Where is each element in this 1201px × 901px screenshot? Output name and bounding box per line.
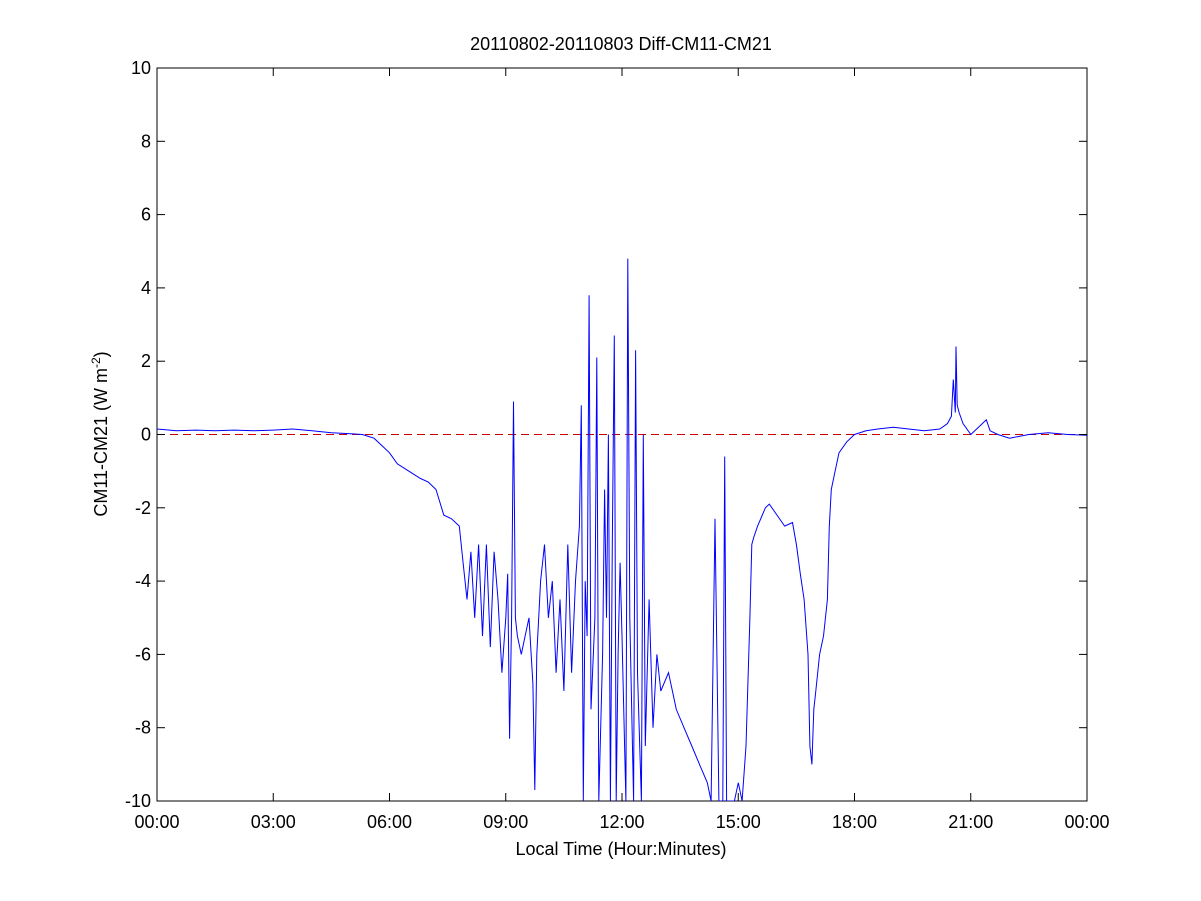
y-tick-label: 2 xyxy=(141,351,151,371)
x-axis-ticks: 00:00 03:00 06:00 09:00 12:00 15:00 18:00 21:00… xyxy=(134,68,1110,832)
chart-title: 20110802-20110803 Diff-CM11-CM21 xyxy=(470,34,772,54)
y-tick-label: 6 xyxy=(141,205,151,225)
y-tick-label: -10 xyxy=(125,791,151,811)
y-axis-label: CM11-CM21 (W m-2) xyxy=(89,351,111,516)
series-line-0 xyxy=(157,258,1087,801)
y-axis-ticks: 10 8 6 4 2 0 -2 -4 -6 -8 -10 xyxy=(125,58,1087,811)
y-tick-label: 10 xyxy=(131,58,151,78)
series-group xyxy=(157,258,1087,801)
y-tick-label: -8 xyxy=(135,718,151,738)
y-axis-label-superscript: -2 xyxy=(89,357,103,368)
x-tick-label: 12:00 xyxy=(599,812,644,832)
x-tick-label: 09:00 xyxy=(483,812,528,832)
y-tick-label: -2 xyxy=(135,498,151,518)
x-tick-label: 00:00 xyxy=(1064,812,1109,832)
y-tick-label: 4 xyxy=(141,278,151,298)
y-tick-label: 0 xyxy=(141,425,151,445)
y-tick-label: -6 xyxy=(135,644,151,664)
x-tick-label: 15:00 xyxy=(716,812,761,832)
y-axis-label-close: ) xyxy=(91,351,111,357)
y-axis-label-main: CM11-CM21 (W m xyxy=(91,368,111,517)
y-tick-label: 8 xyxy=(141,131,151,151)
plot-frame xyxy=(156,67,1088,802)
x-tick-label: 03:00 xyxy=(251,812,296,832)
x-axis-label: Local Time (Hour:Minutes) xyxy=(515,839,726,859)
x-tick-label: 18:00 xyxy=(832,812,877,832)
x-tick-label: 21:00 xyxy=(948,812,993,832)
y-tick-label: -4 xyxy=(135,571,151,591)
x-tick-label: 00:00 xyxy=(134,812,179,832)
x-tick-label: 06:00 xyxy=(367,812,412,832)
